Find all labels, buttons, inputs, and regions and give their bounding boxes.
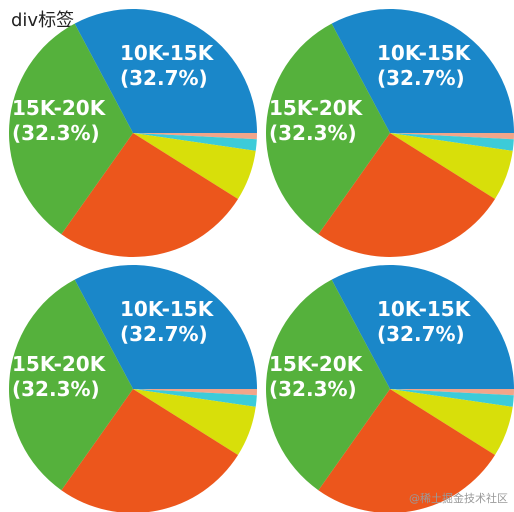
slice-label: 10K-15K — [120, 297, 215, 321]
slice-label: 15K-20K — [12, 96, 107, 120]
slice-label: 15K-20K — [12, 352, 107, 376]
slice-label: 10K-15K — [377, 297, 472, 321]
pie-chart-svg: 10K-15K(32.7%) 15K-20K(32.3%) — [266, 265, 514, 512]
pie-slice — [390, 389, 513, 455]
pie-slice — [74, 265, 258, 389]
pie-slice — [331, 9, 514, 134]
pie-chart-bottom-right: 10K-15K (32.7%) 15K-20K (32.3%) — [257, 256, 514, 512]
pie-slice — [390, 133, 514, 140]
pie-slice — [74, 9, 258, 134]
pie-slice — [133, 389, 257, 407]
slice-percent-label: (32.3%) — [269, 377, 357, 401]
pie-slice — [61, 133, 239, 257]
slice-label: 15K-20K — [269, 352, 364, 376]
slice-percent-label: (32.7%) — [377, 322, 465, 346]
pie-slice — [133, 133, 257, 140]
pie-slice — [318, 133, 496, 257]
slice-percent-label: (32.3%) — [269, 121, 357, 145]
slice-label: 15K-20K — [269, 96, 364, 120]
pie-slice — [390, 133, 514, 151]
pie-slice — [318, 389, 496, 512]
pie-slice — [331, 265, 514, 389]
watermark: @稀土掘金技术社区 — [409, 492, 508, 505]
pie-chart-top-right: 10K-15K (32.7%) 15K-20K (32.3%) — [257, 0, 514, 257]
pie-slice — [133, 133, 257, 151]
pie-slice — [266, 279, 390, 491]
pie-chart-svg: 10K-15K(32.7%) 15K-20K(32.3%) — [8, 9, 258, 257]
pie-slice — [133, 389, 256, 455]
pie-chart-svg: 10K-15K(32.7%) 15K-20K(32.3%) — [8, 265, 258, 512]
pie-slice — [390, 389, 514, 407]
pie-slice — [390, 389, 514, 396]
pie-slice — [8, 279, 134, 491]
slice-label: 10K-15K — [377, 41, 472, 65]
slice-label: 10K-15K — [120, 41, 215, 65]
pie-chart-svg: 10K-15K(32.7%) 15K-20K(32.3%) — [266, 9, 514, 257]
pie-slice — [390, 133, 513, 199]
pie-slice — [133, 133, 256, 199]
slice-percent-label: (32.7%) — [120, 322, 208, 346]
pie-slice — [8, 23, 134, 235]
pie-chart-top-left: 10K-15K (32.7%) 15K-20K (32.3%) — [0, 0, 258, 257]
slice-percent-label: (32.3%) — [12, 377, 100, 401]
page-title: div标签 — [11, 10, 75, 31]
pie-chart-bottom-left: 10K-15K (32.7%) 15K-20K (32.3%) — [0, 256, 258, 512]
slice-percent-label: (32.7%) — [377, 66, 465, 90]
pie-slice — [61, 389, 239, 512]
slice-percent-label: (32.7%) — [120, 66, 208, 90]
pie-slice — [266, 23, 390, 235]
slice-percent-label: (32.3%) — [12, 121, 100, 145]
pie-slice — [133, 389, 257, 396]
